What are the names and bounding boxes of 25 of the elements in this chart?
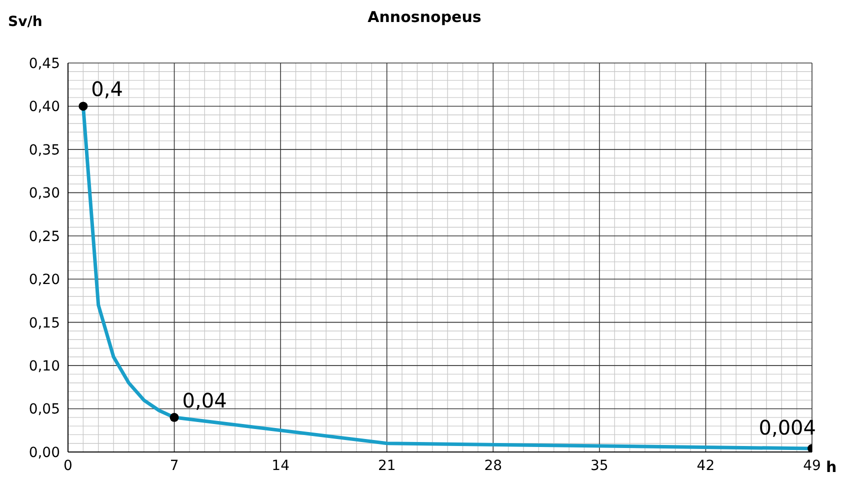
x-tick-label: 21 <box>378 458 396 474</box>
y-tick-label: 0,30 <box>28 186 60 202</box>
y-tick-label: 0,40 <box>28 99 60 116</box>
y-tick-label: 0,15 <box>28 315 60 332</box>
y-axis-title: Sv/h <box>8 14 42 30</box>
x-tick-label: 14 <box>272 458 290 474</box>
y-tick-label: 0,45 <box>28 56 60 72</box>
y-tick-label: 0,35 <box>28 142 60 158</box>
chart-title: Annosnopeus <box>368 8 482 26</box>
x-tick-label: 7 <box>170 458 179 474</box>
y-tick-label: 0,25 <box>28 228 60 245</box>
x-tick-label: 35 <box>590 458 608 474</box>
x-tick-label: 49 <box>803 458 821 474</box>
x-tick-label: 42 <box>696 458 715 474</box>
data-label: 0,4 <box>91 77 123 102</box>
y-tick-label: 0,05 <box>28 402 60 418</box>
x-tick-label: 0 <box>64 458 72 474</box>
point <box>78 102 88 111</box>
point <box>170 412 179 422</box>
y-tick-label: 0,10 <box>28 358 60 375</box>
y-tick-label: 0,20 <box>28 272 60 288</box>
x-tick-label: 28 <box>484 458 502 474</box>
y-tick-label: 0,00 <box>28 444 60 461</box>
data-label: 0,04 <box>182 388 227 412</box>
x-axis-title: h <box>826 458 837 476</box>
